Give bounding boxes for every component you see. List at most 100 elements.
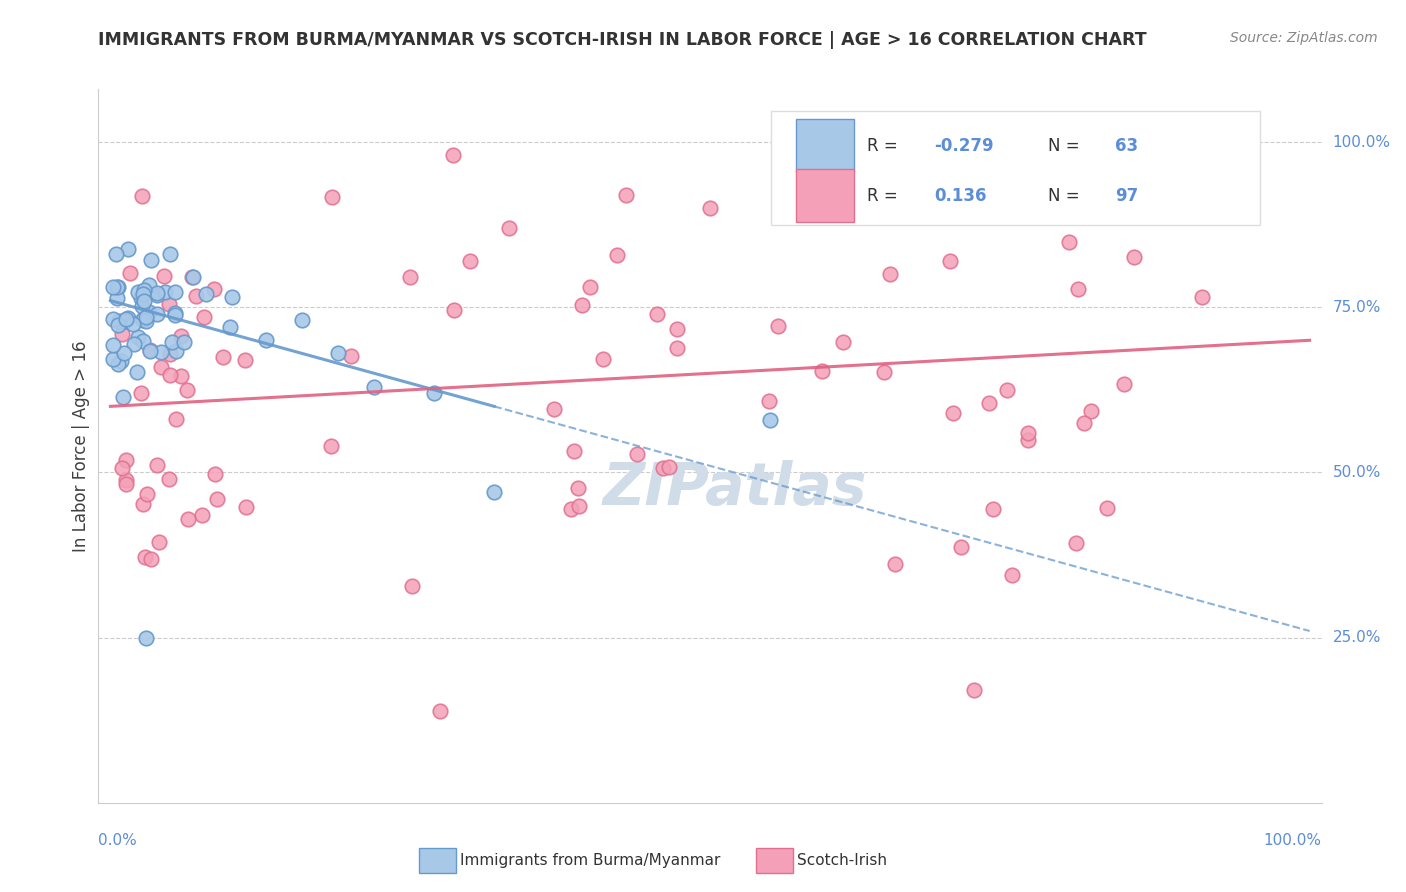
Point [1017,433,1039,447]
Point [1112,376,1135,391]
Point [131,311,153,326]
Point [766,319,789,334]
Point [152,268,174,283]
Y-axis label: In Labor Force | Age > 16: In Labor Force | Age > 16 [72,340,90,552]
Point [104,247,127,261]
Point [498,221,520,235]
Point [112,346,135,360]
Point [832,334,855,349]
Point [139,343,162,357]
Point [170,328,193,343]
Text: 100.0%: 100.0% [1264,833,1322,848]
Point [135,314,157,328]
Point [873,365,896,379]
Point [135,310,157,324]
Point [141,253,163,268]
Point [114,473,136,487]
Point [183,269,205,284]
FancyBboxPatch shape [772,111,1261,225]
Point [111,461,134,475]
Point [567,481,589,495]
Point [560,502,582,516]
Point [321,190,343,204]
Point [134,294,156,309]
Point [963,683,986,698]
Point [105,291,128,305]
Point [146,286,169,301]
Point [101,280,124,294]
Point [235,500,257,514]
Point [562,444,585,458]
Point [1233,163,1256,178]
Point [124,337,146,351]
Point [163,306,186,320]
Point [114,477,136,491]
Point [101,338,124,352]
Point [177,512,200,526]
Point [163,285,186,300]
Text: N =: N = [1047,186,1084,204]
Point [606,248,628,262]
Point [1001,567,1024,582]
Point [207,491,229,506]
Point [254,333,277,347]
Point [146,307,169,321]
Point [429,704,451,718]
Point [114,314,136,328]
Point [121,318,143,332]
Point [340,350,363,364]
Point [319,439,342,453]
Point [127,330,149,344]
Text: R =: R = [866,136,903,154]
Point [114,453,136,467]
Point [212,350,235,364]
Point [127,365,149,379]
Point [117,311,139,326]
Point [949,148,972,162]
Point [159,347,181,361]
Point [132,312,155,326]
Point [614,188,637,202]
Point [759,412,782,426]
Point [157,472,180,486]
Point [157,297,180,311]
Point [441,148,464,162]
Point [202,282,225,296]
Point [107,358,129,372]
Point [165,343,187,358]
Point [401,579,423,593]
Point [148,534,170,549]
Point [110,353,132,368]
Point [1017,426,1039,441]
Point [1227,189,1250,203]
Text: Scotch-Irish: Scotch-Irish [797,854,887,868]
Point [134,283,156,297]
Point [146,458,169,472]
Point [811,364,834,378]
Point [107,280,129,294]
Point [592,351,614,366]
Point [193,310,215,324]
Point [191,508,214,522]
Point [772,148,794,162]
Point [117,242,139,256]
Point [921,148,943,162]
Point [652,461,675,475]
Point [291,313,314,327]
Point [131,189,153,203]
Point [163,309,186,323]
Text: 63: 63 [1115,136,1137,154]
Point [1064,535,1087,549]
Text: N =: N = [1047,136,1084,154]
Point [995,383,1018,397]
Point [135,631,157,645]
Point [138,305,160,319]
Point [399,270,422,285]
Point [127,285,149,300]
Point [159,368,181,383]
Point [1154,154,1177,169]
Point [131,299,153,313]
Point [626,447,648,461]
Point [423,386,446,401]
Point [1191,290,1213,304]
